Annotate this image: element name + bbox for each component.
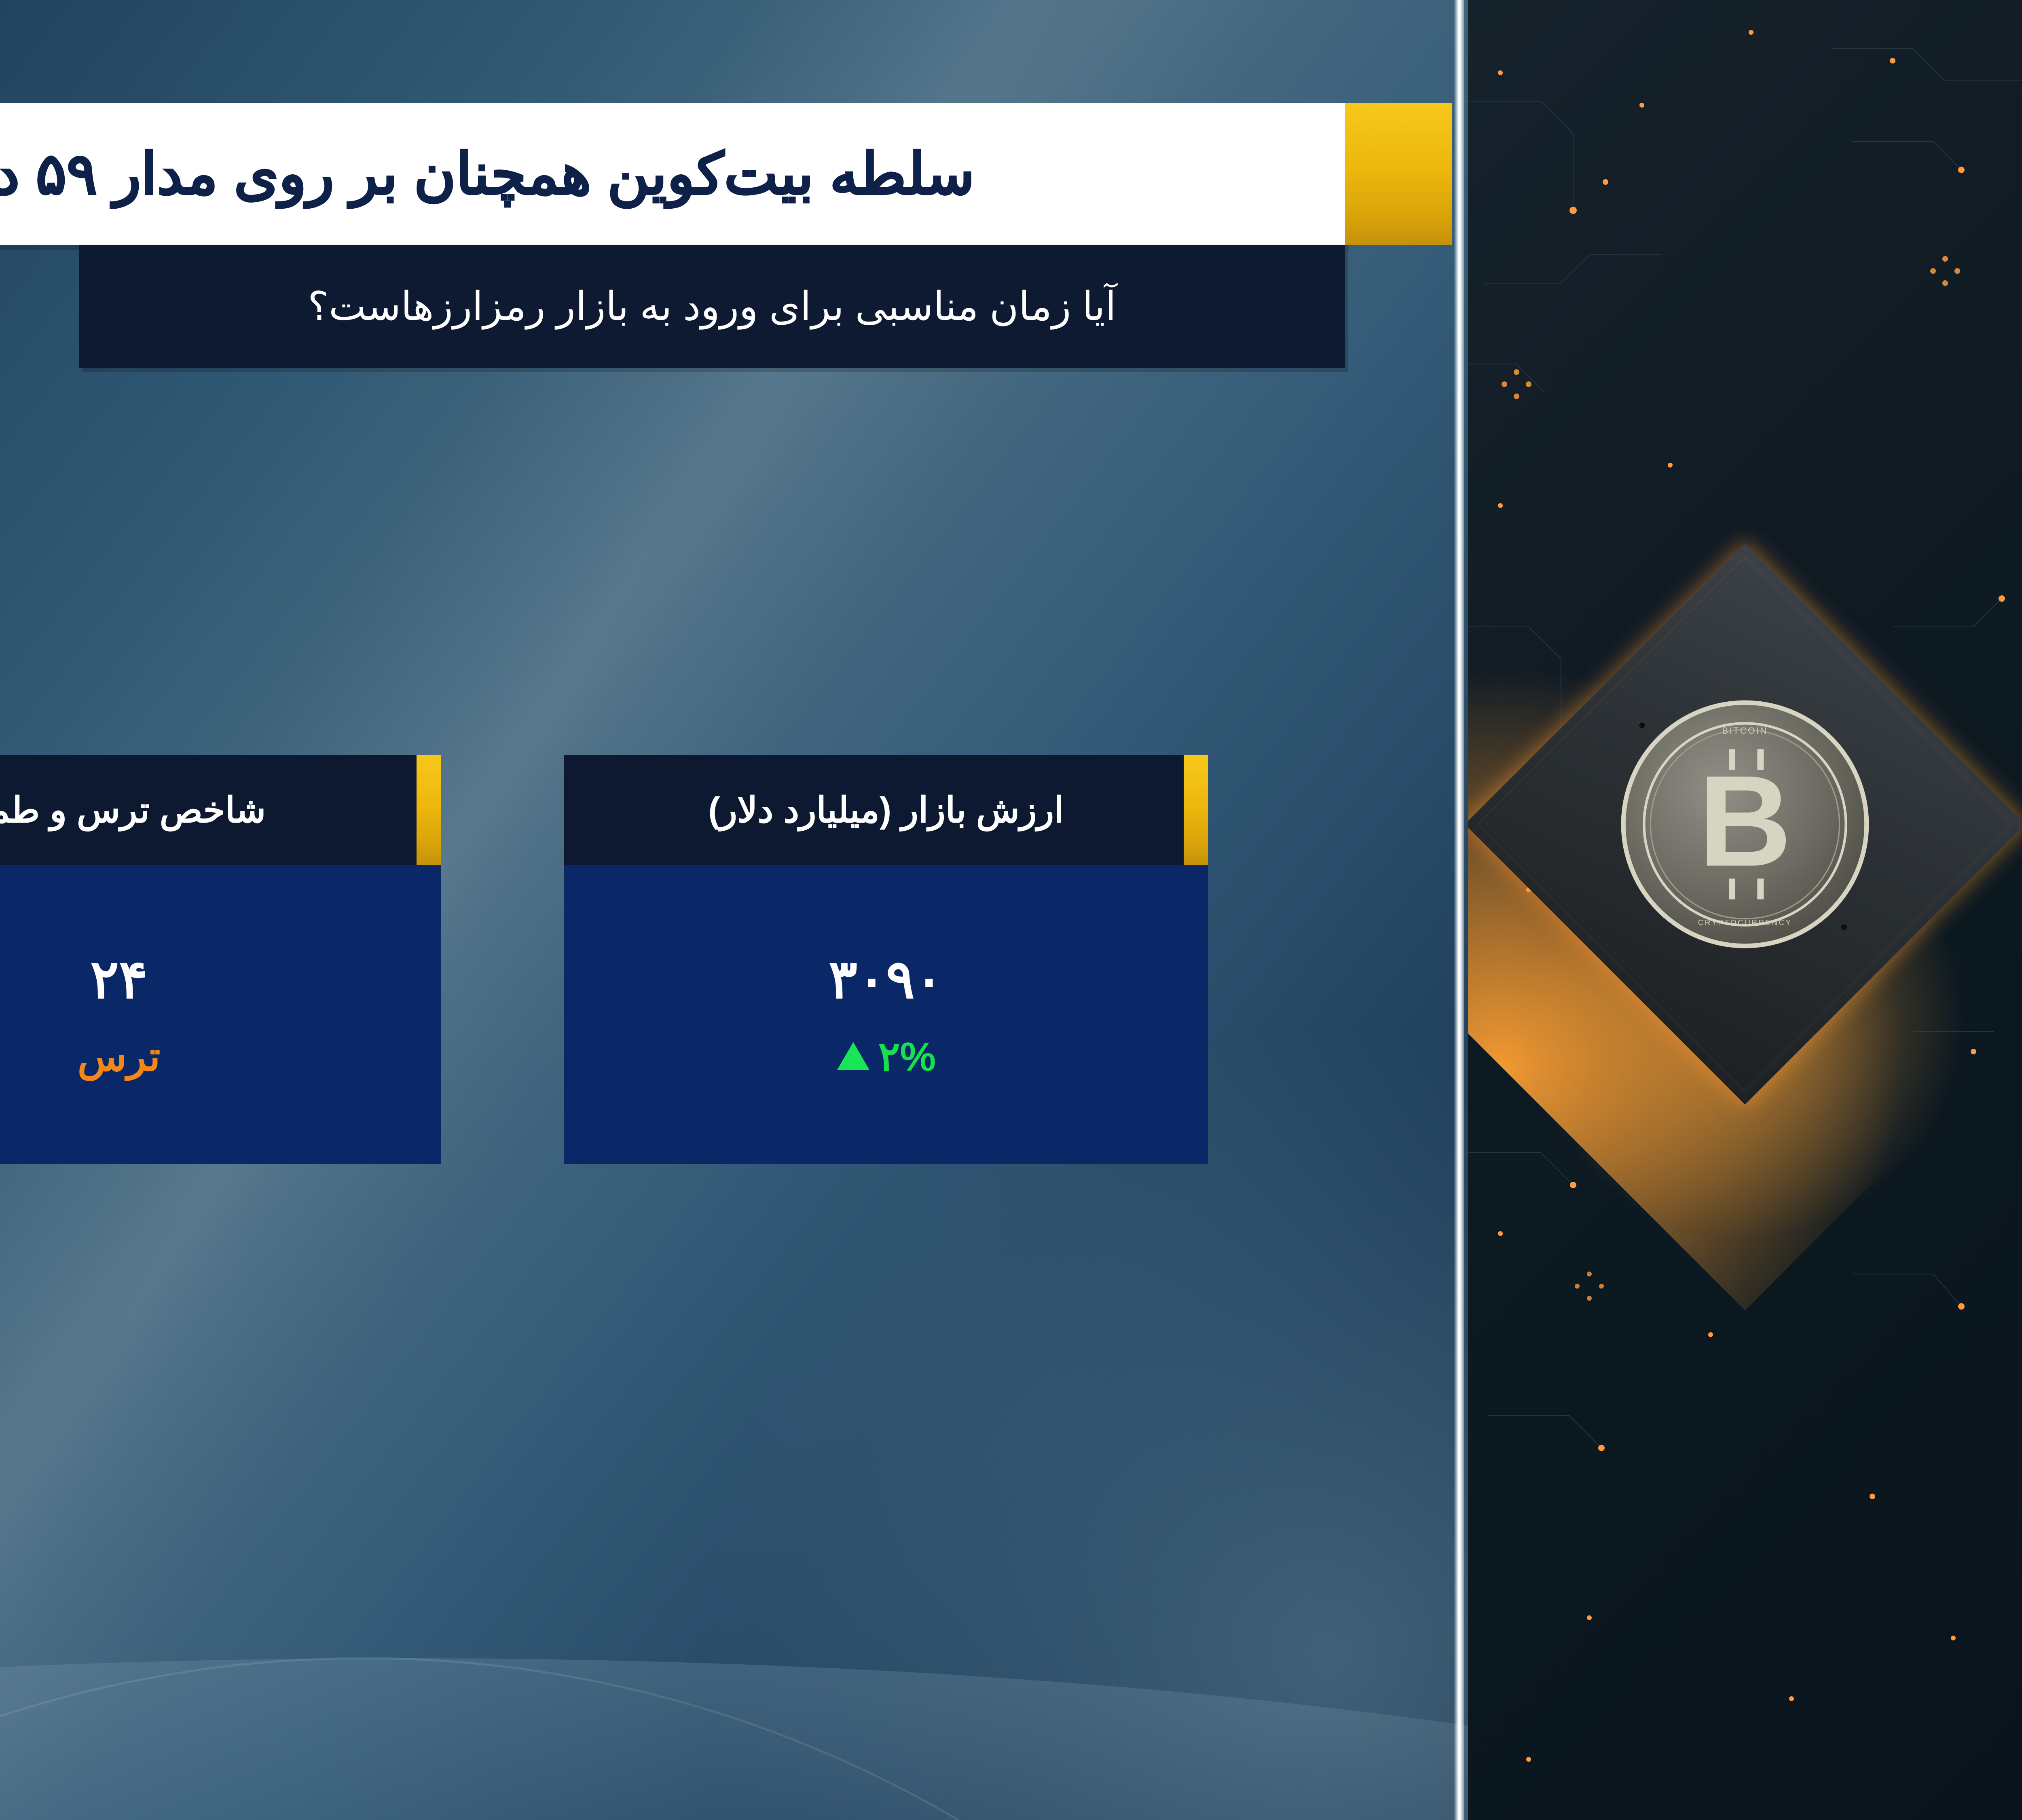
svg-text:BITCOIN: BITCOIN — [1722, 726, 1768, 736]
svg-text:CRYPTOCURRENCY: CRYPTOCURRENCY — [1698, 919, 1792, 927]
svg-text:B: B — [1698, 748, 1791, 893]
